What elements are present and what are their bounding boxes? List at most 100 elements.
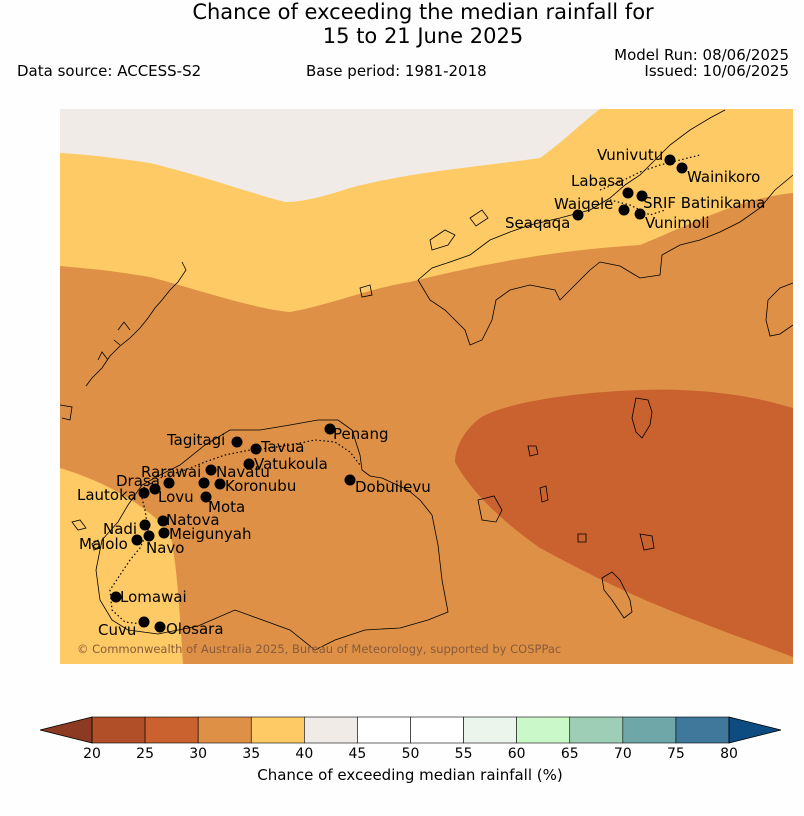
- base-period: Base period: 1981-2018: [306, 62, 487, 80]
- town-label-cuvu: Cuvu: [98, 621, 136, 639]
- town-marker-vatukoula: [243, 458, 255, 470]
- colorbar-under-arrow: [39, 716, 93, 744]
- town-marker-lovu: [163, 477, 175, 489]
- colorbar-cell-20-25: [91, 716, 146, 744]
- town-label-waiqele: Waiqele: [554, 195, 613, 213]
- town-label-meigunyah: Meigunyah: [169, 525, 251, 543]
- colorbar-tick-20: 20: [83, 746, 101, 762]
- town-marker-lautoka: [138, 487, 150, 499]
- mamanuca-coast: [71, 519, 101, 551]
- colorbar-tick-25: 25: [136, 746, 154, 762]
- viti-levu-west-boundary: [109, 489, 151, 626]
- totoya-coast: [639, 533, 655, 551]
- model-run: Model Run: 08/06/2025: [614, 46, 789, 64]
- town-marker-koronubu: [214, 478, 226, 490]
- title-line-1: Chance of exceeding the median rainfall …: [192, 0, 654, 24]
- colorbar-tick-50: 50: [402, 746, 420, 762]
- town-markers: Vunivutu Wainikoro Labasa SRIF Batinikama Wa…: [77, 146, 765, 639]
- map-panel: © Commonwealth of Australia 2025, Bureau…: [60, 109, 793, 664]
- town-marker-tavua: [250, 443, 262, 455]
- town-label-lomawai: Lomawai: [120, 588, 187, 606]
- town-label-navatu: Navatu: [216, 463, 270, 481]
- town-marker-cuvu: [138, 616, 150, 628]
- colorbar-tick-80: 80: [720, 746, 738, 762]
- colorbar-tick-35: 35: [242, 746, 260, 762]
- issued-date: Issued: 10/06/2025: [644, 62, 789, 80]
- colorbar-tick-75: 75: [667, 746, 685, 762]
- town-label-tavua: Tavua: [260, 438, 304, 456]
- town-marker-navatu: [205, 464, 217, 476]
- town-marker-srif-batinikama: [636, 190, 648, 202]
- town-label-olosara: Olosara: [166, 620, 224, 638]
- town-label-malolo: Malolo: [79, 535, 128, 553]
- town-label-koronubu: Koronubu: [225, 477, 296, 495]
- colorbar-tick-60: 60: [508, 746, 526, 762]
- matuku-coast: [577, 533, 587, 543]
- town-marker-rarawai: [198, 477, 210, 489]
- colorbar-cell-65-70: [569, 716, 624, 744]
- town-label-nadi: Nadi: [103, 520, 137, 538]
- town-marker-dobuilevu: [344, 474, 356, 486]
- colorbar-ticks: 20 25 30 35 40 45 50 55 60 65 70 75 80: [83, 746, 738, 762]
- colorbar-cell-70-75: [622, 716, 677, 744]
- town-label-lautoka: Lautoka: [77, 486, 137, 504]
- vanua-levu-coast: [417, 109, 793, 346]
- town-label-vatukoula: Vatukoula: [254, 455, 328, 473]
- town-label-dobuilevu: Dobuilevu: [355, 478, 431, 496]
- town-marker-olosara: [154, 621, 166, 633]
- colorbar-tick-30: 30: [189, 746, 207, 762]
- colorbar-cell-75-80: [675, 716, 730, 744]
- town-marker-natova: [157, 515, 169, 527]
- moala-coast: [539, 485, 549, 503]
- town-label-drasa: Drasa: [116, 472, 160, 490]
- colorbar-cell-35-40: [250, 716, 305, 744]
- colorbar: 20 25 30 35 40 45 50 55 60 65 70 75 80: [39, 716, 782, 762]
- colorbar-tick-40: 40: [295, 746, 313, 762]
- colorbar-cell-30-35: [197, 716, 252, 744]
- colorbar-cell-45-50: [357, 716, 411, 744]
- town-marker-penang: [324, 423, 336, 435]
- colorbar-cell-25-30: [144, 716, 199, 744]
- town-marker-mota: [200, 491, 212, 503]
- ovalau-coast: [631, 397, 653, 439]
- town-label-vunimoli: Vunimoli: [645, 214, 710, 232]
- gau-coast: [527, 445, 539, 457]
- taveuni-coast: [765, 282, 793, 337]
- colorbar-tick-70: 70: [614, 746, 632, 762]
- colorbar-cells: [91, 716, 730, 744]
- town-marker-nadi: [139, 519, 151, 531]
- vanua-levu-boundary: [599, 154, 701, 216]
- viti-levu-coast: [95, 419, 449, 651]
- town-label-navo: Navo: [146, 539, 184, 557]
- map-title: Chance of exceeding the median rainfall …: [0, 0, 804, 48]
- town-label-vunivutu: Vunivutu: [597, 146, 663, 164]
- town-marker-navo: [143, 530, 155, 542]
- copyright-notice: © Commonwealth of Australia 2025, Bureau…: [77, 642, 561, 656]
- kadavu-coast: [601, 571, 633, 619]
- colorbar-over-arrow: [728, 716, 782, 744]
- town-label-lovu: Lovu: [158, 488, 194, 506]
- colorbar-tick-45: 45: [349, 746, 367, 762]
- town-marker-vunivutu: [664, 154, 676, 166]
- coastline: [60, 109, 793, 651]
- town-marker-lomawai: [110, 591, 122, 603]
- zone-35-40-sw: [60, 468, 183, 664]
- town-marker-drasa: [149, 483, 161, 495]
- town-label-seaqaqa: Seaqaqa: [505, 214, 570, 232]
- town-marker-meigunyah: [158, 527, 170, 539]
- colorbar-cell-40-45: [304, 716, 358, 744]
- zone-40-45: [60, 109, 600, 202]
- town-label-mota: Mota: [208, 498, 245, 516]
- beqa-coast: [477, 495, 503, 523]
- town-marker-seaqaqa: [572, 209, 584, 221]
- town-label-penang: Penang: [333, 425, 388, 443]
- province-boundaries: [109, 154, 701, 626]
- town-marker-tagitagi: [231, 436, 243, 448]
- data-source: Data source: ACCESS-S2: [17, 62, 202, 80]
- town-marker-waiqele: [618, 204, 630, 216]
- colorbar-tick-55: 55: [455, 746, 473, 762]
- town-marker-wainikoro: [676, 162, 688, 174]
- town-marker-labasa: [622, 187, 634, 199]
- town-label-srif-batinikama: SRIF Batinikama: [643, 194, 765, 212]
